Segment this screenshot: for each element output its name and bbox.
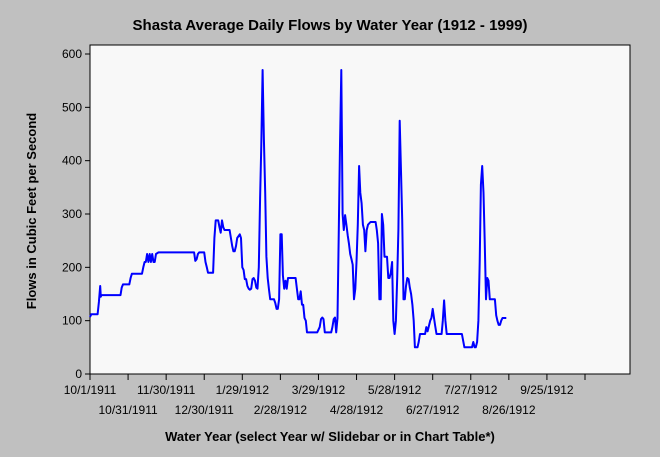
x-tick-label: 3/29/1912 <box>292 383 346 397</box>
x-tick-label: 6/27/1912 <box>406 403 460 417</box>
y-axis-label: Flows in Cubic Feet per Second <box>24 113 39 310</box>
x-tick-label: 4/28/1912 <box>330 403 384 417</box>
x-tick-label: 10/31/1911 <box>98 403 157 417</box>
plot-area <box>89 44 631 375</box>
x-tick-label: 7/27/1912 <box>444 383 498 397</box>
y-tick-label: 100 <box>62 314 82 328</box>
y-tick-label: 0 <box>75 367 82 381</box>
x-tick-label: 5/28/1912 <box>368 383 422 397</box>
y-tick-label: 400 <box>62 154 82 168</box>
series-layer <box>89 69 507 349</box>
x-ticks: 10/1/1911 10/31/1911 11/30/1911 12/30/1911 1… <box>64 374 586 417</box>
x-tick-label: 1/29/1912 <box>216 383 270 397</box>
flow-series-line <box>89 69 507 349</box>
chart-title: Shasta Average Daily Flows by Water Year… <box>133 17 528 34</box>
x-tick-label: 10/1/1911 <box>64 383 117 397</box>
y-tick-label: 600 <box>62 47 82 61</box>
x-tick-label: 2/28/1912 <box>254 403 308 417</box>
y-tick-label: 300 <box>62 207 82 221</box>
x-axis-label: Water Year (select Year w/ Slidebar or i… <box>165 429 495 444</box>
x-tick-label: 11/30/1911 <box>137 383 196 397</box>
x-tick-label: 8/26/1912 <box>482 403 536 417</box>
y-tick-label: 200 <box>62 260 82 274</box>
x-tick-label: 12/30/1911 <box>175 403 234 417</box>
y-tick-label: 500 <box>62 100 82 114</box>
x-tick-label: 9/25/1912 <box>520 383 574 397</box>
y-ticks: 0 100 200 300 400 500 600 <box>62 47 90 381</box>
